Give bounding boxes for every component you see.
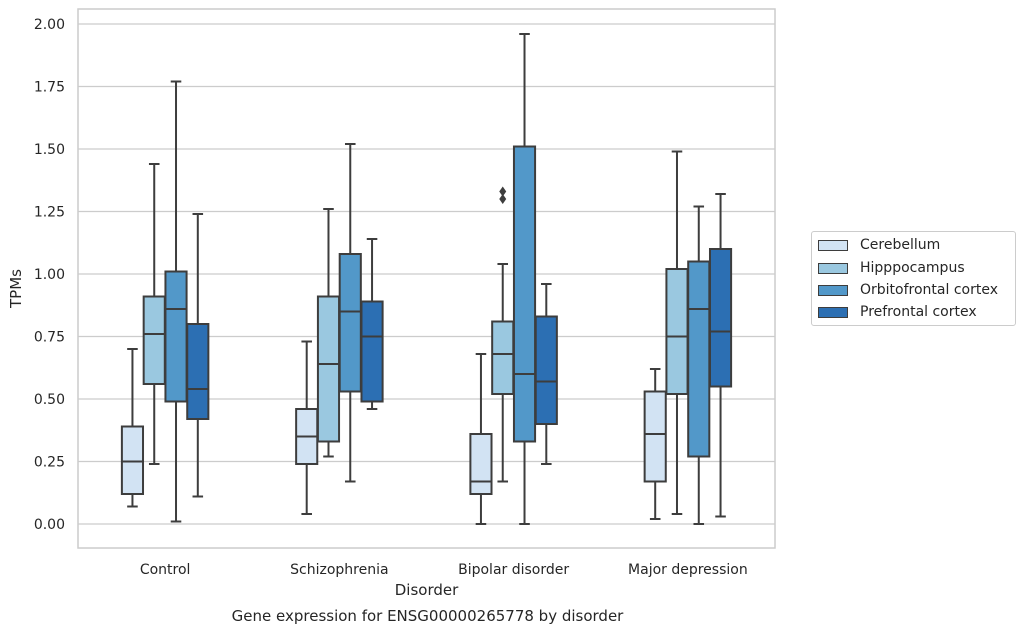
box	[120, 425, 145, 495]
legend-swatch	[818, 239, 848, 251]
y-tick-label: 1.00	[34, 267, 65, 283]
legend-item-cerebellum: Cerebellum	[818, 235, 940, 255]
box	[186, 323, 210, 420]
box	[665, 268, 689, 395]
y-tick-label: 2.00	[34, 17, 65, 33]
x-tick-label: Bipolar disorder	[458, 562, 569, 578]
legend-swatch	[818, 262, 848, 274]
box	[316, 295, 341, 443]
legend: Cerebellum Hipppocampus Orbitofrontal co…	[811, 231, 1016, 326]
outlier-point	[499, 186, 507, 197]
legend-label: Cerebellum	[860, 237, 941, 253]
y-tick-label: 1.75	[34, 80, 65, 96]
y-tick-label: 0.00	[34, 517, 65, 533]
box	[338, 253, 362, 393]
x-axis-label: Disorder	[395, 581, 459, 599]
y-axis-label: TPMs	[7, 269, 25, 309]
legend-swatch	[818, 306, 848, 318]
box	[687, 260, 711, 458]
legend-label: Orbitofrontal cortex	[860, 282, 998, 298]
box	[512, 145, 537, 443]
outlier-point	[499, 194, 507, 204]
box	[708, 248, 733, 388]
box	[491, 320, 515, 395]
box	[469, 433, 493, 495]
legend-item-hippocampus: Hipppocampus	[818, 258, 965, 278]
plot-frame	[77, 8, 776, 549]
x-tick-label: Control	[140, 562, 191, 578]
box	[164, 270, 188, 403]
legend-swatch	[818, 284, 848, 296]
legend-label: Hipppocampus	[860, 260, 965, 276]
box	[643, 390, 667, 483]
box	[360, 300, 384, 403]
y-tick-label: 1.50	[34, 142, 65, 158]
box	[534, 315, 558, 425]
legend-label: Prefrontal cortex	[860, 304, 977, 320]
y-tick-label: 0.75	[34, 330, 65, 346]
y-tick-label: 1.25	[34, 205, 65, 221]
legend-item-orbitofrontal: Orbitofrontal cortex	[818, 280, 998, 300]
y-tick-label: 0.50	[34, 392, 65, 408]
legend-item-prefrontal: Prefrontal cortex	[818, 302, 977, 322]
box	[142, 295, 166, 385]
x-tick-label: Major depression	[628, 562, 748, 578]
y-tick-label: 0.25	[34, 455, 65, 471]
x-tick-label: Schizophrenia	[290, 562, 388, 578]
chart-title: Gene expression for ENSG00000265778 by d…	[231, 607, 624, 625]
